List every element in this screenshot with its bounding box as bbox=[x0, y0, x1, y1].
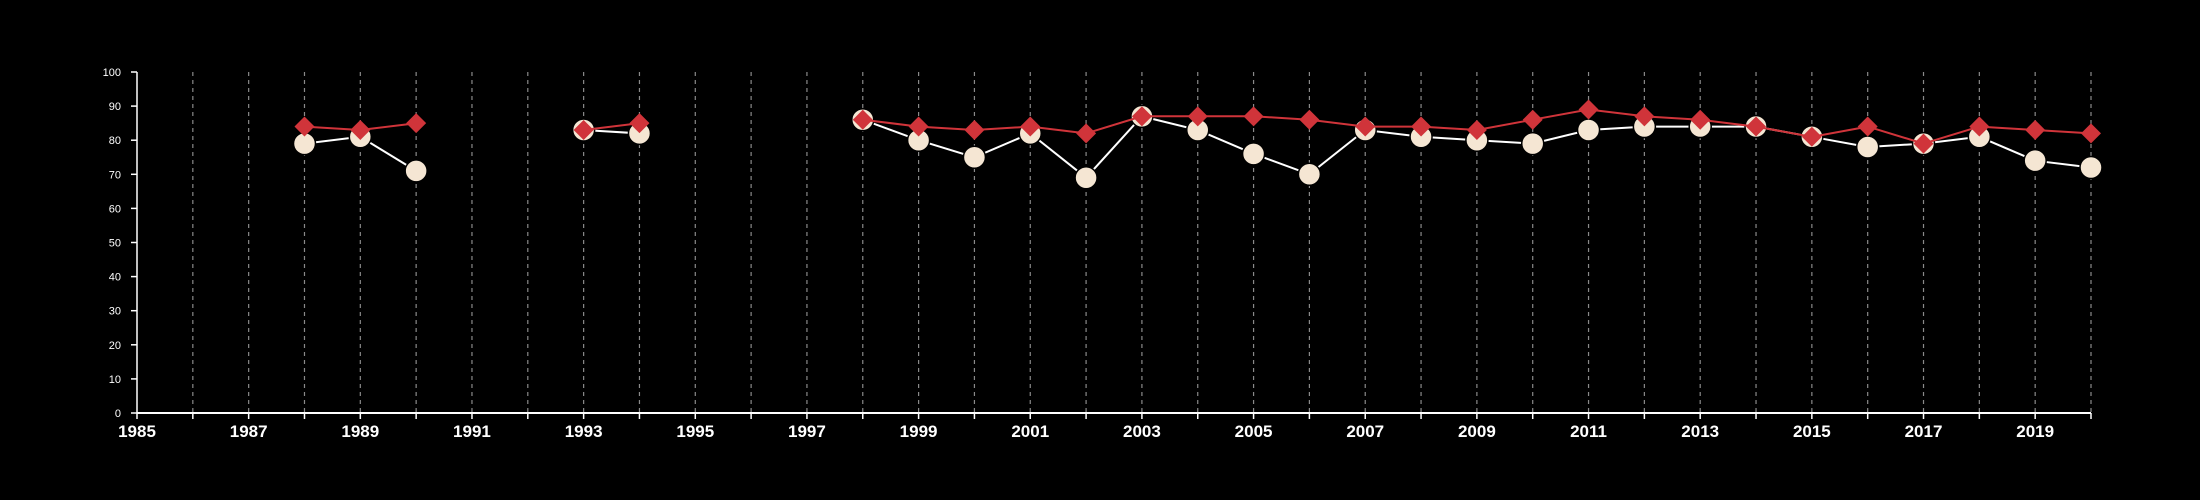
x-tick-label: 2019 bbox=[2016, 422, 2054, 441]
data-point-circle bbox=[1855, 135, 1880, 159]
data-point-diamond bbox=[1801, 126, 1822, 147]
data-point-circle bbox=[1074, 165, 1098, 190]
x-tick-label: 1985 bbox=[118, 422, 156, 441]
y-tick-label: 0 bbox=[115, 408, 121, 420]
y-tick-label: 80 bbox=[109, 135, 121, 147]
data-point-diamond bbox=[629, 113, 650, 134]
y-tick-label: 30 bbox=[109, 306, 121, 318]
data-point-diamond bbox=[1411, 116, 1432, 137]
y-tick-label: 20 bbox=[109, 340, 121, 352]
data-point-diamond bbox=[1913, 133, 1934, 154]
series-layer bbox=[292, 99, 2103, 190]
data-point-circle bbox=[1241, 142, 1266, 166]
data-point-circle bbox=[1520, 131, 1545, 156]
x-tick-label: 2013 bbox=[1681, 422, 1719, 441]
data-point-circle bbox=[962, 145, 987, 169]
x-tick-label: 1995 bbox=[676, 422, 714, 441]
x-tick-label: 2005 bbox=[1235, 422, 1273, 441]
data-point-diamond bbox=[573, 119, 594, 140]
data-point-diamond bbox=[852, 109, 873, 130]
y-tick-label: 100 bbox=[103, 67, 121, 79]
y-tick-label: 40 bbox=[109, 272, 121, 284]
data-point-diamond bbox=[406, 113, 427, 134]
x-tick-label: 1993 bbox=[565, 422, 603, 441]
data-point-circle bbox=[1576, 118, 1601, 142]
data-point-diamond bbox=[1020, 116, 1041, 137]
data-point-diamond bbox=[1131, 106, 1152, 127]
data-point-diamond bbox=[964, 119, 985, 140]
data-point-diamond bbox=[1969, 116, 1990, 137]
x-tick-label: 2003 bbox=[1123, 422, 1161, 441]
data-point-diamond bbox=[908, 116, 929, 137]
y-tick-label: 70 bbox=[109, 169, 121, 181]
x-tick-label: 2007 bbox=[1346, 422, 1384, 441]
axes: 1985 1987 1989 1991 1993 1995 1997 1999 2001 2003… bbox=[103, 67, 2092, 441]
data-point-diamond bbox=[2025, 119, 2046, 140]
data-point-diamond bbox=[1634, 106, 1655, 127]
data-point-diamond bbox=[2081, 123, 2101, 144]
data-point-diamond bbox=[350, 119, 371, 140]
x-tick-label: 1999 bbox=[900, 422, 938, 441]
y-tick-label: 60 bbox=[109, 203, 121, 215]
data-point-circle bbox=[1297, 162, 1322, 187]
data-point-diamond bbox=[1466, 119, 1487, 140]
y-tick-label: 10 bbox=[109, 374, 121, 386]
data-point-diamond bbox=[1355, 116, 1376, 137]
y-tick-label: 90 bbox=[109, 101, 121, 113]
data-point-diamond bbox=[1299, 109, 1320, 130]
data-point-circle bbox=[2079, 155, 2103, 180]
x-tick-label: 1991 bbox=[453, 422, 491, 441]
data-point-diamond bbox=[1187, 106, 1208, 127]
series-diamond bbox=[294, 99, 2101, 154]
data-point-diamond bbox=[1690, 109, 1711, 130]
data-point-diamond bbox=[1076, 123, 1097, 144]
y-tick-label: 50 bbox=[109, 238, 121, 250]
data-point-diamond bbox=[1578, 99, 1599, 120]
x-tick-label: 1997 bbox=[788, 422, 826, 441]
data-point-diamond bbox=[1522, 109, 1543, 130]
data-point-diamond bbox=[1746, 116, 1767, 137]
series-line bbox=[583, 122, 640, 131]
data-point-circle bbox=[2023, 148, 2047, 173]
x-tick-label: 2011 bbox=[1570, 422, 1607, 441]
x-tick-label: 1989 bbox=[341, 422, 379, 441]
data-point-diamond bbox=[294, 116, 315, 137]
x-tick-label: 2017 bbox=[1905, 422, 1943, 441]
x-tick-label: 2015 bbox=[1793, 422, 1831, 441]
data-point-diamond bbox=[1243, 106, 1264, 127]
data-point-circle bbox=[404, 159, 428, 183]
x-tick-label: 2009 bbox=[1458, 422, 1496, 441]
data-point-diamond bbox=[1857, 116, 1878, 137]
x-tick-label: 1987 bbox=[230, 422, 268, 441]
x-tick-label: 2001 bbox=[1011, 422, 1049, 441]
